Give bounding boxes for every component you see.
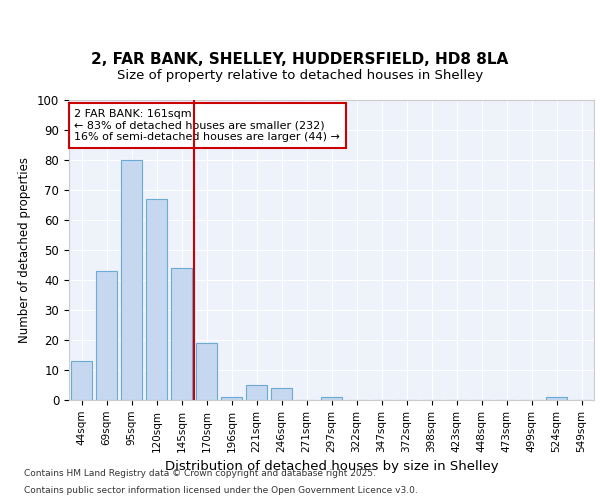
Bar [146, 199, 167, 400]
Text: Contains HM Land Registry data © Crown copyright and database right 2025.: Contains HM Land Registry data © Crown c… [24, 468, 376, 477]
Bar [321, 397, 342, 400]
Bar [171, 268, 192, 400]
Text: 2 FAR BANK: 161sqm
← 83% of detached houses are smaller (232)
16% of semi-detach: 2 FAR BANK: 161sqm ← 83% of detached hou… [74, 109, 340, 142]
Bar [221, 397, 242, 400]
Bar [71, 361, 92, 400]
Bar [546, 397, 567, 400]
Bar [271, 388, 292, 400]
Bar [96, 271, 117, 400]
Text: Contains public sector information licensed under the Open Government Licence v3: Contains public sector information licen… [24, 486, 418, 495]
Bar [121, 160, 142, 400]
Bar [196, 343, 217, 400]
X-axis label: Distribution of detached houses by size in Shelley: Distribution of detached houses by size … [164, 460, 499, 473]
Bar [246, 385, 267, 400]
Y-axis label: Number of detached properties: Number of detached properties [19, 157, 31, 343]
Text: 2, FAR BANK, SHELLEY, HUDDERSFIELD, HD8 8LA: 2, FAR BANK, SHELLEY, HUDDERSFIELD, HD8 … [91, 52, 509, 68]
Text: Size of property relative to detached houses in Shelley: Size of property relative to detached ho… [117, 70, 483, 82]
